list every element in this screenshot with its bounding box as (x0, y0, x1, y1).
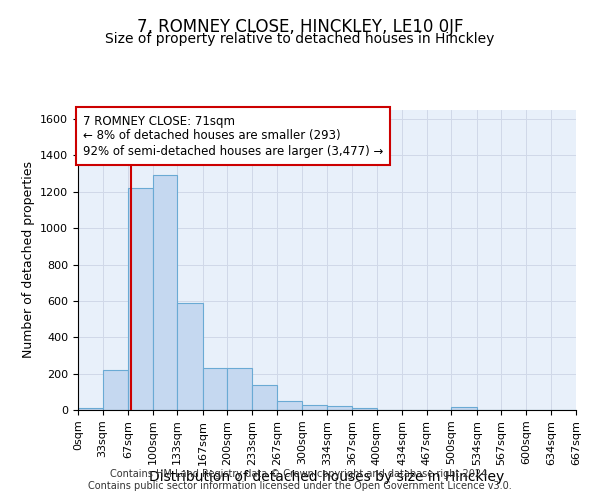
Bar (352, 408, 377, 410)
Bar (227, 368, 252, 410)
Bar (78, 408, 103, 410)
Bar (103, 370, 128, 410)
Text: Contains HM Land Registry data © Crown copyright and database right 2024.: Contains HM Land Registry data © Crown c… (110, 469, 490, 479)
Text: 7 ROMNEY CLOSE: 71sqm
← 8% of detached houses are smaller (293)
92% of semi-deta: 7 ROMNEY CLOSE: 71sqm ← 8% of detached h… (83, 114, 383, 158)
Bar (203, 368, 227, 410)
Bar (128, 188, 152, 410)
Bar (451, 406, 476, 410)
X-axis label: Distribution of detached houses by size in Hinckley: Distribution of detached houses by size … (149, 470, 505, 484)
Bar (152, 176, 178, 410)
Bar (178, 302, 203, 410)
Text: 7, ROMNEY CLOSE, HINCKLEY, LE10 0JF: 7, ROMNEY CLOSE, HINCKLEY, LE10 0JF (137, 18, 463, 36)
Text: Size of property relative to detached houses in Hinckley: Size of property relative to detached ho… (106, 32, 494, 46)
Bar (302, 406, 328, 410)
Y-axis label: Number of detached properties: Number of detached properties (22, 162, 35, 358)
Text: Contains public sector information licensed under the Open Government Licence v3: Contains public sector information licen… (88, 481, 512, 491)
Bar (328, 406, 352, 410)
Bar (252, 386, 277, 410)
Bar (277, 402, 302, 410)
